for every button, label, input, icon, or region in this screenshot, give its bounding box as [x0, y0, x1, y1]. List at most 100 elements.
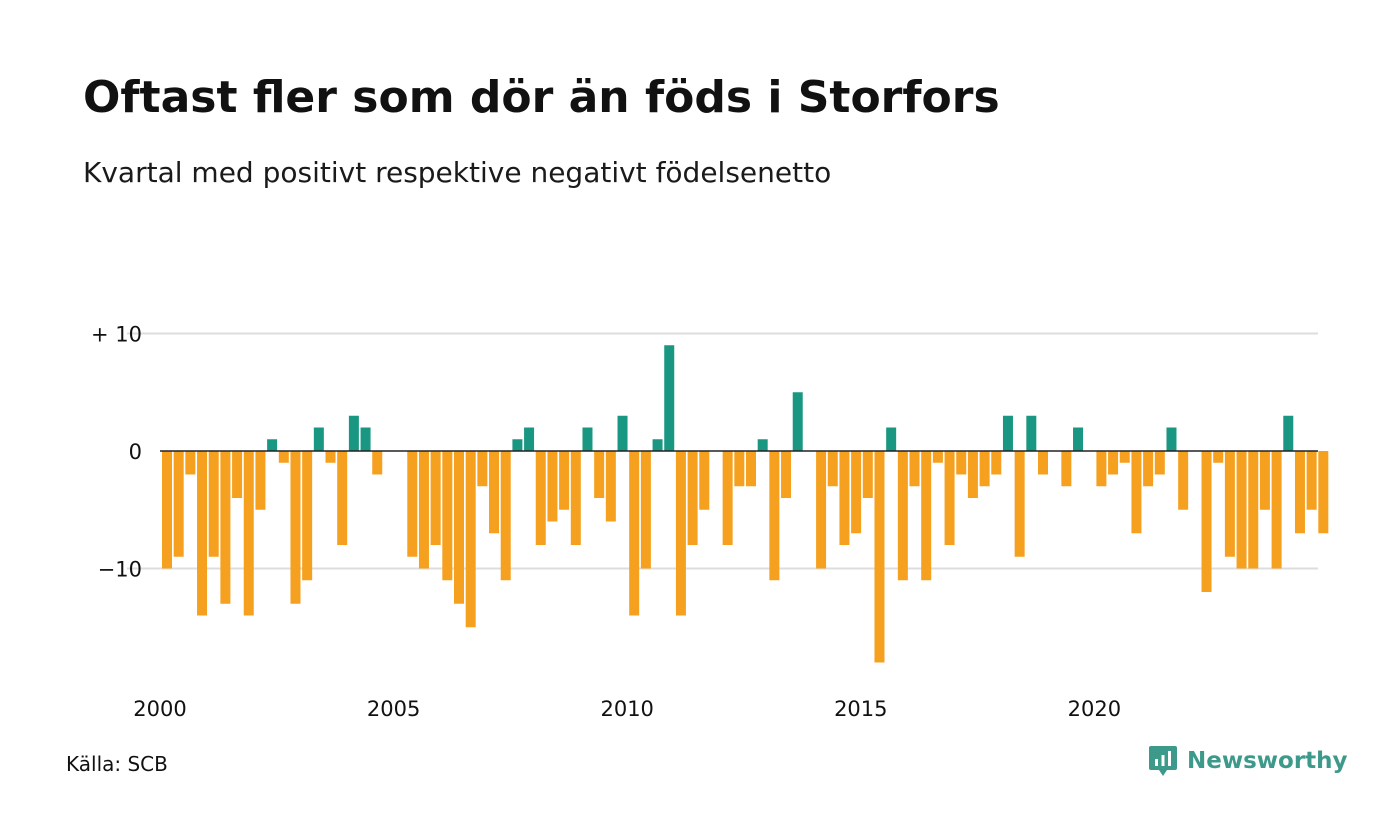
- bar: [1061, 451, 1072, 487]
- bar: [1038, 451, 1048, 475]
- bar: [1014, 451, 1025, 557]
- bar: [197, 451, 208, 616]
- bar: [605, 451, 616, 522]
- bar: [243, 451, 254, 616]
- bar: [1143, 451, 1154, 487]
- bar: [372, 451, 383, 475]
- y-tick-label: −10: [98, 558, 142, 582]
- bar: [664, 345, 675, 451]
- bar: [477, 451, 488, 487]
- bar: [1318, 451, 1329, 534]
- bar: [792, 392, 803, 451]
- bar: [746, 451, 756, 487]
- bar: [862, 451, 873, 498]
- bar: [255, 451, 266, 510]
- bar: [535, 451, 546, 545]
- bar: [1026, 415, 1037, 451]
- bar: [1248, 451, 1259, 569]
- bar: [313, 427, 324, 451]
- bar: [1002, 415, 1013, 451]
- bar: [886, 427, 897, 451]
- bar: [874, 451, 885, 663]
- x-tick-label: 2010: [600, 697, 653, 721]
- bar: [547, 451, 558, 522]
- bar: [979, 451, 990, 487]
- bar: [594, 451, 605, 498]
- y-tick-label: + 10: [91, 323, 142, 347]
- bar: [418, 451, 429, 569]
- bar: [617, 415, 628, 451]
- bar: [1283, 415, 1294, 451]
- bar: [991, 451, 1002, 475]
- bar: [430, 451, 441, 545]
- bar: [208, 451, 219, 557]
- bar: [232, 451, 243, 498]
- bar: [407, 451, 418, 557]
- bar: [757, 439, 768, 451]
- brand-name: Newsworthy: [1187, 748, 1348, 774]
- bar: [734, 451, 745, 487]
- bar: [278, 451, 289, 463]
- bar: [465, 451, 476, 628]
- chart-title: Oftast fler som dör än föds i Storfors: [83, 72, 1000, 123]
- bar: [185, 451, 196, 475]
- brand-logo: Newsworthy: [1148, 744, 1348, 778]
- bar: [944, 451, 955, 545]
- x-tick-label: 2015: [834, 697, 887, 721]
- bar: [851, 451, 862, 534]
- bar: [1294, 451, 1305, 534]
- bar: [1259, 451, 1270, 510]
- bar: [220, 451, 231, 604]
- bar: [1224, 451, 1235, 557]
- bar: [1213, 451, 1224, 463]
- bar: [909, 451, 920, 487]
- bar: [302, 451, 313, 581]
- bar: [816, 451, 827, 569]
- bar: [897, 451, 908, 581]
- bar: [1306, 451, 1317, 510]
- bar: [442, 451, 453, 581]
- bar: [652, 439, 663, 451]
- bar: [827, 451, 838, 487]
- bar: [1096, 451, 1107, 487]
- bar: [337, 451, 348, 545]
- x-tick-label: 2005: [367, 697, 420, 721]
- bar: [640, 451, 651, 569]
- bar: [489, 451, 500, 534]
- bar: [675, 451, 686, 616]
- bar: [325, 451, 336, 463]
- bar: [1119, 451, 1130, 463]
- bar: [699, 451, 710, 510]
- bar: [360, 427, 371, 451]
- bar: [173, 451, 184, 557]
- bar: [162, 451, 172, 569]
- bar: [1201, 451, 1212, 592]
- x-tick-label: 2020: [1068, 697, 1121, 721]
- bar: [956, 451, 967, 475]
- bar: [267, 439, 278, 451]
- bar: [967, 451, 978, 498]
- bar: [570, 451, 581, 545]
- bar: [454, 451, 464, 604]
- bar: [781, 451, 792, 498]
- bar: [921, 451, 932, 581]
- bar: [524, 427, 535, 451]
- bar: [1271, 451, 1282, 569]
- bar: [769, 451, 780, 581]
- bar: [1154, 451, 1165, 475]
- bar: [1166, 427, 1177, 451]
- x-tick-label: 2000: [133, 697, 186, 721]
- bar: [582, 427, 593, 451]
- bar: [687, 451, 698, 545]
- bar: [1131, 451, 1142, 534]
- bar: [559, 451, 570, 510]
- newsworthy-logo-icon: [1149, 746, 1177, 776]
- bar: [722, 451, 733, 545]
- bar: [500, 451, 511, 581]
- bar: [839, 451, 850, 545]
- bar: [1236, 451, 1247, 569]
- source-note: Källa: SCB: [66, 752, 168, 776]
- bar: [512, 439, 523, 451]
- bar: [348, 415, 359, 451]
